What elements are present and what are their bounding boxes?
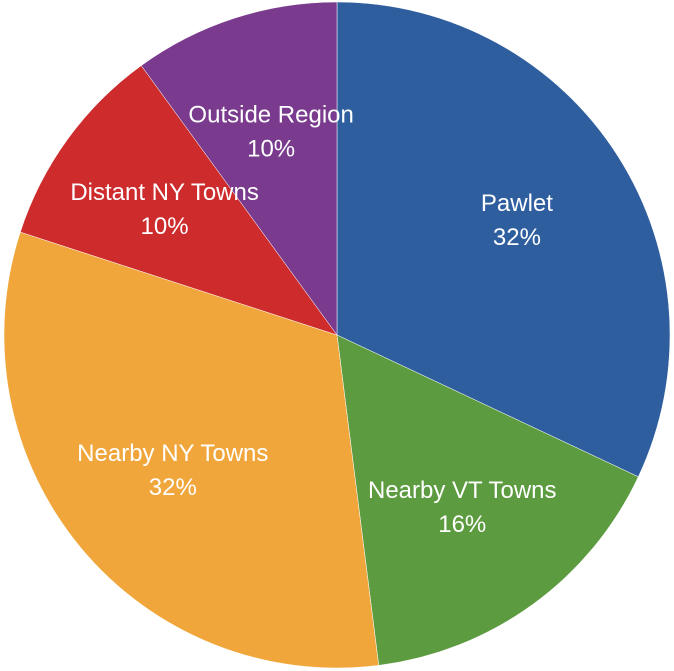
- pie-slice: [336, 334, 639, 666]
- slice-label: Nearby NY Towns: [77, 440, 268, 467]
- pie-slice: [336, 1, 671, 478]
- slice-value-label: 32%: [493, 224, 541, 251]
- pie-slice: [19, 65, 338, 336]
- slice-value-label: 10%: [141, 213, 189, 240]
- pie-slice: [140, 1, 338, 336]
- slice-value-label: 16%: [438, 511, 486, 538]
- slice-value-label: 32%: [149, 474, 197, 501]
- slice-label: Nearby VT Towns: [368, 477, 557, 504]
- slice-label: Distant NY Towns: [70, 179, 259, 206]
- pie-slice: [3, 231, 380, 669]
- slice-value-label: 10%: [247, 136, 295, 163]
- slice-label: Pawlet: [481, 190, 553, 217]
- slice-label: Outside Region: [188, 102, 353, 129]
